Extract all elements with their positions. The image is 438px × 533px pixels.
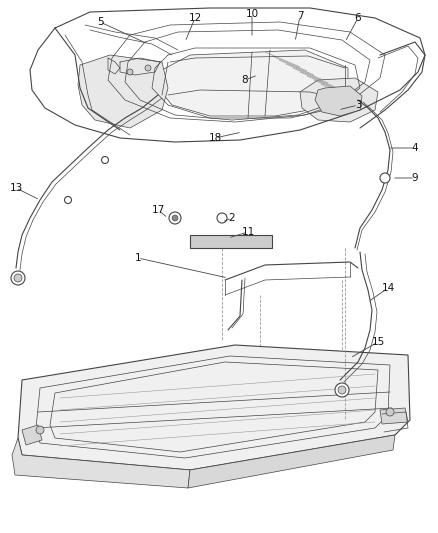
Circle shape: [217, 213, 227, 223]
Text: 4: 4: [412, 143, 418, 153]
Polygon shape: [190, 235, 272, 248]
Circle shape: [127, 69, 133, 75]
Text: 17: 17: [152, 205, 165, 215]
Text: 1: 1: [135, 253, 141, 263]
Polygon shape: [315, 86, 362, 116]
Circle shape: [11, 271, 25, 285]
Circle shape: [172, 215, 178, 221]
Text: 18: 18: [208, 133, 222, 143]
Text: 3: 3: [355, 100, 361, 110]
Polygon shape: [158, 50, 348, 116]
Text: 13: 13: [9, 183, 23, 193]
Polygon shape: [188, 435, 395, 488]
Polygon shape: [12, 438, 190, 488]
Text: 10: 10: [245, 9, 258, 19]
Circle shape: [14, 274, 22, 282]
Polygon shape: [78, 55, 168, 128]
Circle shape: [386, 408, 394, 416]
Circle shape: [335, 383, 349, 397]
Circle shape: [338, 386, 346, 394]
Text: 12: 12: [188, 13, 201, 23]
Circle shape: [380, 173, 390, 183]
Circle shape: [36, 426, 44, 434]
Polygon shape: [380, 408, 408, 424]
Text: 8: 8: [242, 75, 248, 85]
Circle shape: [64, 197, 71, 204]
Polygon shape: [18, 345, 410, 470]
Text: 7: 7: [297, 11, 303, 21]
Polygon shape: [22, 425, 42, 445]
Polygon shape: [300, 78, 378, 122]
Text: 14: 14: [381, 283, 395, 293]
Circle shape: [145, 65, 151, 71]
Text: 15: 15: [371, 337, 385, 347]
Text: 9: 9: [412, 173, 418, 183]
Text: 11: 11: [241, 227, 254, 237]
Circle shape: [102, 157, 109, 164]
Text: 2: 2: [229, 213, 235, 223]
Circle shape: [169, 212, 181, 224]
Text: 6: 6: [355, 13, 361, 23]
Text: 5: 5: [97, 17, 103, 27]
